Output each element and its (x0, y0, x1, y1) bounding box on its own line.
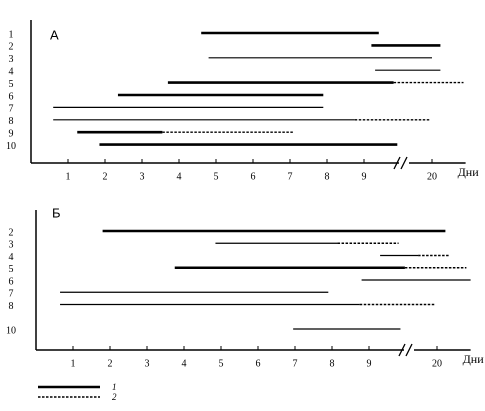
legend-label: 2 (112, 392, 117, 402)
row-label: 3 (9, 240, 14, 251)
x-tick-label: 20 (432, 358, 442, 369)
row-label: 4 (9, 66, 14, 77)
panel-title: А (50, 27, 59, 42)
row-label: 6 (9, 276, 14, 287)
row-label: 1 (9, 29, 14, 40)
x-tick-label: 8 (330, 358, 335, 369)
x-tick-label: 6 (256, 358, 261, 369)
x-tick-label: 5 (219, 358, 224, 369)
legend-label: 1 (112, 382, 117, 392)
x-tick-label: 9 (362, 171, 367, 182)
row-label: 2 (9, 42, 14, 53)
x-tick-label: 1 (66, 171, 71, 182)
x-axis-label: Дни (458, 165, 480, 179)
x-tick-label: 9 (367, 358, 372, 369)
x-tick-label: 6 (251, 171, 256, 182)
x-tick-label: 4 (177, 171, 182, 182)
row-label: 6 (9, 91, 14, 102)
x-tick-label: 5 (214, 171, 219, 182)
panel-title: Б (52, 205, 61, 220)
axis-break (405, 343, 413, 357)
x-tick-label: 2 (103, 171, 108, 182)
x-tick-label: 7 (288, 171, 293, 182)
row-label: 5 (9, 79, 14, 90)
x-tick-label: 3 (145, 358, 150, 369)
axis-break (400, 156, 408, 170)
row-label: 8 (9, 301, 14, 312)
x-axis-label: Дни (463, 352, 485, 366)
x-tick-label: 3 (140, 171, 145, 182)
row-label: 5 (9, 264, 14, 275)
x-tick-label: 20 (427, 171, 437, 182)
axis-break (393, 156, 401, 170)
x-tick-label: 1 (71, 358, 76, 369)
row-label: 9 (9, 128, 14, 139)
row-label: 10 (6, 141, 16, 152)
row-label: 10 (6, 325, 16, 336)
x-tick-label: 2 (108, 358, 113, 369)
row-label: 7 (9, 289, 14, 300)
x-tick-label: 7 (293, 358, 298, 369)
row-label: 7 (9, 104, 14, 115)
row-label: 8 (9, 116, 14, 127)
row-label: 2 (9, 227, 14, 238)
row-label: 3 (9, 54, 14, 65)
axis-break (398, 343, 406, 357)
row-label: 4 (9, 252, 14, 263)
x-tick-label: 8 (325, 171, 330, 182)
x-tick-label: 4 (182, 358, 187, 369)
